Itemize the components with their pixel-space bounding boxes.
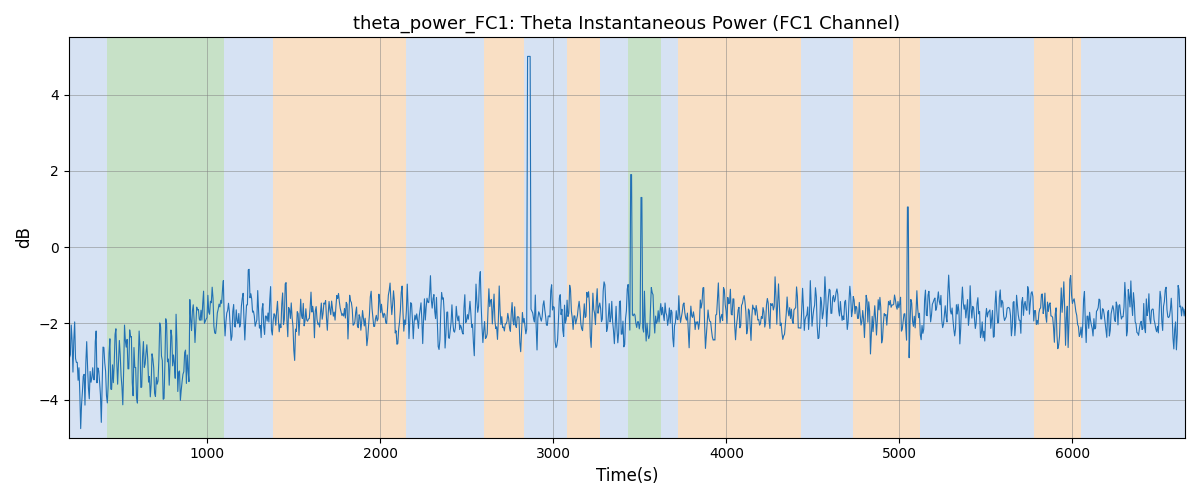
Bar [406, 38, 484, 438]
Bar [853, 38, 920, 438]
Bar [107, 38, 224, 438]
Bar [628, 38, 660, 438]
Bar [600, 38, 628, 438]
Bar [920, 38, 1034, 438]
Bar [568, 38, 600, 438]
Bar [68, 38, 107, 438]
Bar [660, 38, 678, 438]
Bar [800, 38, 853, 438]
Bar [484, 38, 524, 438]
Bar [272, 38, 406, 438]
X-axis label: Time(s): Time(s) [595, 467, 658, 485]
Bar [1081, 38, 1186, 438]
Bar [1034, 38, 1081, 438]
Bar [224, 38, 272, 438]
Bar [678, 38, 800, 438]
Title: theta_power_FC1: Theta Instantaneous Power (FC1 Channel): theta_power_FC1: Theta Instantaneous Pow… [353, 15, 900, 34]
Bar [524, 38, 568, 438]
Y-axis label: dB: dB [16, 226, 34, 248]
